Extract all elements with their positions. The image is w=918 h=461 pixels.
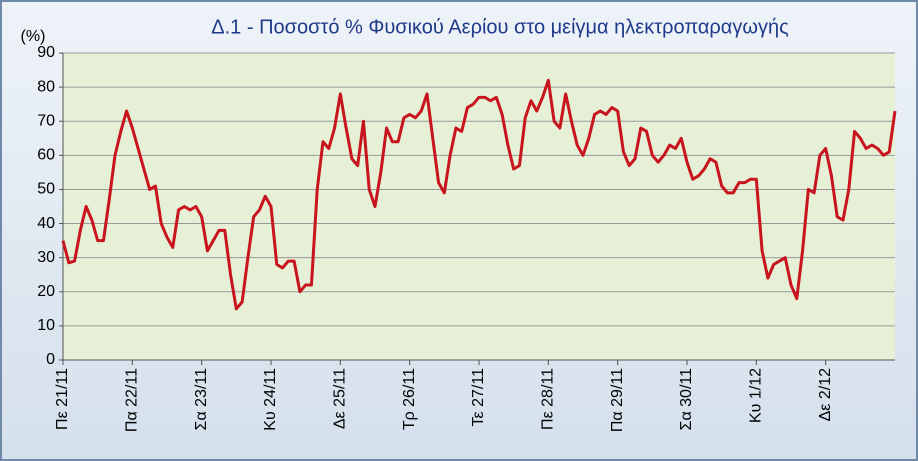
y-tick-label: 70: [37, 112, 55, 129]
x-tick-label: Πε 21/11: [54, 368, 71, 430]
x-tick-label: Κυ 24/11: [262, 368, 279, 431]
y-tick-label: 90: [37, 44, 55, 61]
y-tick-label: 10: [37, 317, 55, 334]
y-tick-label: 50: [37, 181, 55, 198]
x-tick-label: Πα 22/11: [124, 368, 141, 432]
chart-title: Δ.1 - Ποσοστό % Φυσικού Αερίου στο μείγμ…: [211, 16, 789, 38]
y-tick-label: 30: [37, 249, 55, 266]
y-tick-label: 80: [37, 78, 55, 95]
plot-area: [63, 53, 895, 360]
x-tick-label: Πα 29/11: [609, 368, 626, 432]
x-tick-label: Σα 30/11: [678, 368, 695, 431]
x-tick-label: Σα 23/11: [193, 368, 210, 431]
x-tick-label: Δε 2/12: [817, 368, 834, 422]
x-tick-label: Τρ 26/11: [401, 368, 418, 430]
x-tick-label: Δε 25/11: [332, 368, 349, 429]
x-tick-label: Τε 27/11: [470, 368, 487, 427]
y-tick-label: 40: [37, 215, 55, 232]
y-tick-label: 0: [46, 351, 55, 368]
x-tick-label: Πε 28/11: [540, 368, 557, 430]
y-tick-label: 60: [37, 147, 55, 164]
y-tick-label: 20: [37, 283, 55, 300]
data-line: [61, 78, 897, 311]
y-axis-label: (%): [21, 28, 46, 45]
x-tick-label: Κυ 1/12: [748, 368, 765, 423]
